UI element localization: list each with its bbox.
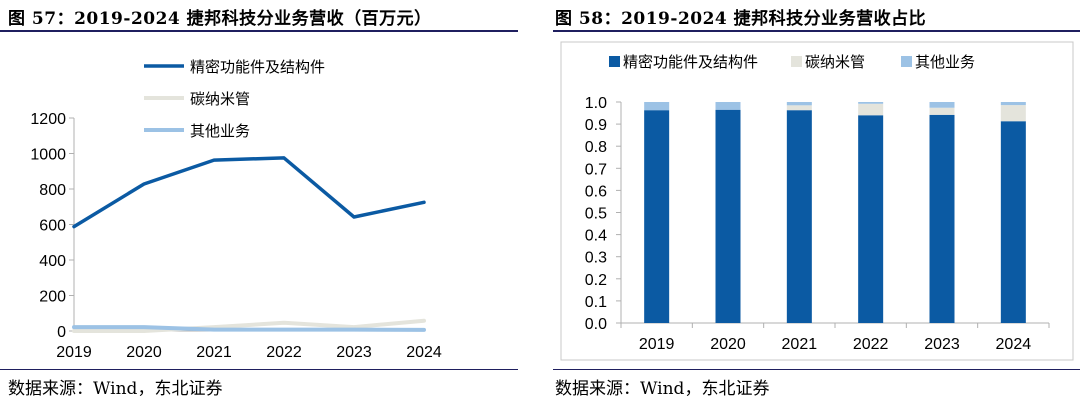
title-divider [0, 30, 518, 32]
bar-segment-1 [858, 115, 884, 323]
y-tick-label: 1200 [30, 111, 66, 128]
y-tick-label: 0.4 [585, 228, 607, 245]
bar-segment-3 [929, 102, 955, 108]
source-divider [0, 369, 518, 370]
y-tick-label: 0.1 [585, 294, 607, 311]
series-line-1 [72, 156, 426, 229]
legend-label: 精密功能件及结构件 [623, 54, 758, 71]
bar-segment-3 [1000, 102, 1026, 106]
bar-segment-1 [786, 110, 812, 323]
legend-label: 碳纳米管 [190, 91, 250, 108]
y-tick-label: 800 [39, 182, 66, 199]
figure-58-title: 图 58：2019-2024 捷邦科技分业务营收占比 [555, 9, 927, 29]
left-figure-panel: 图 57：2019-2024 捷邦科技分业务营收（百万元） 0 200 400 600… [0, 0, 530, 402]
y-tick-label: 0.5 [585, 206, 607, 223]
x-tick-label: 2023 [336, 344, 372, 361]
y-tick-label: 0.2 [585, 272, 607, 289]
line-chart: 0 200 400 600 800 1000 1200 2019 2020 2021 2022 202… [30, 59, 442, 361]
legend-swatch [791, 56, 802, 67]
x-tick-label: 2021 [782, 336, 818, 353]
y-tick-label: 1000 [30, 147, 66, 164]
bar-segment-3 [858, 102, 884, 104]
bar-segment-2 [786, 105, 812, 111]
x-tick-label: 2020 [126, 344, 162, 361]
x-tick-label: 2019 [639, 336, 675, 353]
y-tick-label: 200 [39, 289, 66, 306]
bar-segment-3 [644, 102, 670, 111]
y-tick-label: 0.0 [585, 316, 607, 333]
bar-segment-1 [644, 110, 670, 323]
y-tick-label: 1.0 [585, 95, 607, 112]
legend-label: 碳纳米管 [805, 54, 865, 71]
title-divider [553, 30, 1080, 32]
bar-segment-2 [858, 103, 884, 116]
bar-segment-3 [786, 102, 812, 106]
source-divider [553, 369, 1080, 370]
series-line-2 [72, 318, 426, 333]
y-tick-label: 400 [39, 253, 66, 270]
bar-segment-2 [929, 107, 955, 115]
x-tick-label: 2022 [266, 344, 302, 361]
bar-segment-1 [715, 109, 741, 323]
legend-label: 精密功能件及结构件 [190, 59, 325, 76]
y-tick-label: 0 [57, 324, 66, 341]
y-tick-label: 0.6 [585, 183, 607, 200]
figure-57-title: 图 57：2019-2024 捷邦科技分业务营收（百万元） [8, 9, 432, 29]
bar-segment-3 [715, 102, 741, 110]
figure-57-source: 数据来源：Wind，东北证券 [8, 379, 223, 399]
y-tick-label: 0.3 [585, 250, 607, 267]
x-tick-label: 2024 [406, 344, 442, 361]
y-tick-label: 600 [39, 218, 66, 235]
legend-label: 其他业务 [190, 123, 250, 140]
y-tick-label: 0.7 [585, 161, 607, 178]
plot-frame [560, 41, 1074, 361]
legend-swatch [901, 56, 912, 67]
legend-label: 其他业务 [915, 54, 975, 71]
x-tick-label: 2020 [710, 336, 746, 353]
legend-swatch [609, 56, 620, 67]
bar-segment-1 [929, 114, 955, 324]
series-line-3 [72, 325, 426, 332]
x-tick-label: 2022 [853, 336, 889, 353]
y-tick-label: 0.8 [585, 139, 607, 156]
x-tick-label: 2019 [56, 344, 92, 361]
figure-58-source: 数据来源：Wind，东北证券 [555, 379, 770, 399]
y-tick-label: 0.9 [585, 117, 607, 134]
bar-segment-1 [1000, 121, 1026, 324]
bar-segment-2 [1000, 105, 1026, 122]
x-tick-label: 2023 [924, 336, 960, 353]
x-tick-label: 2024 [996, 336, 1032, 353]
x-tick-label: 2021 [196, 344, 232, 361]
right-figure-panel: 图 58：2019-2024 捷邦科技分业务营收占比 0.0 0.1 0.2 0.3 0… [553, 0, 1080, 402]
stacked-bar-chart: 0.0 0.1 0.2 0.3 0.4 0.5 0.6 0.7 0.8 0.9 1.0 2019 202… [560, 41, 1074, 361]
